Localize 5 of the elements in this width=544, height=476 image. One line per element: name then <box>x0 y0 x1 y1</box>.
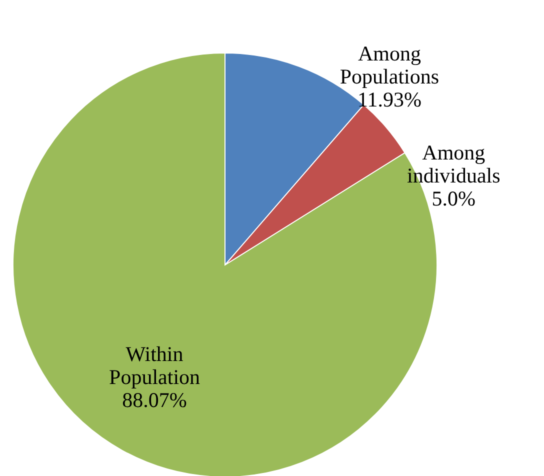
data-label: 88.07% <box>122 388 187 412</box>
slice-label: Within Population <box>109 342 201 390</box>
data-label: 11.93% <box>357 88 422 112</box>
data-label: 5.0% <box>432 186 476 210</box>
slice-label: Among Populations <box>340 42 440 89</box>
